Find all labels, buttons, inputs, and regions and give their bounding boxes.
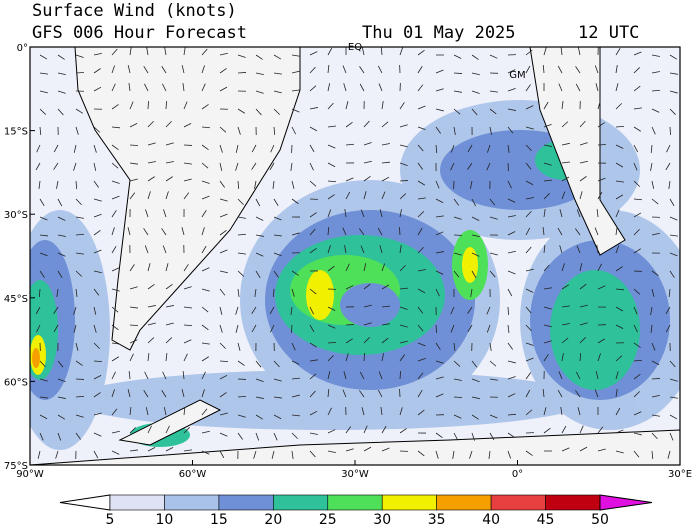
colorbar-label: 35 — [428, 512, 446, 525]
map-marker: EQ — [348, 42, 362, 53]
wind-barb — [76, 72, 84, 73]
colorbar-low — [60, 495, 110, 510]
colorbar-bin — [546, 495, 600, 510]
colorbar-label: 20 — [264, 512, 282, 525]
colorbar: 5 10 15 20 25 30 35 40 45 50 — [60, 495, 652, 525]
lon-label: 30°E — [668, 469, 692, 480]
lon-label: 90°W — [16, 469, 44, 480]
colorbar-bin — [382, 495, 436, 510]
colorbar-bin — [437, 495, 491, 510]
subtitle: GFS 006 Hour Forecast — [32, 23, 247, 43]
colorbar-label: 30 — [373, 512, 391, 525]
wind-barb — [652, 378, 660, 379]
colorbar-bin — [164, 495, 218, 510]
colorbar-bin — [110, 495, 164, 510]
lon-label: 60°W — [179, 469, 207, 480]
map-field — [10, 47, 700, 465]
wind-barb — [508, 307, 509, 315]
wind-barb — [166, 101, 167, 109]
colorbar-bin — [219, 495, 273, 510]
lat-label: 0° — [17, 43, 28, 54]
lat-label: 15°S — [4, 127, 28, 138]
map-marker: GM — [509, 70, 525, 81]
time: 12 UTC — [578, 23, 639, 43]
colorbar-label: 25 — [319, 512, 337, 525]
colorbar-label: 5 — [106, 512, 115, 525]
lon-label: 30°W — [341, 469, 369, 480]
colorbar-label: 50 — [591, 512, 609, 525]
colorbar-label: 45 — [537, 512, 555, 525]
wind-barb — [238, 72, 246, 73]
date: Thu 01 May 2025 — [362, 23, 516, 43]
wind-barb — [454, 73, 462, 74]
colorbar-bin — [273, 495, 327, 510]
lat-label: 45°S — [4, 294, 28, 305]
colorbar-label: 10 — [156, 512, 174, 525]
colorbar-bin — [328, 495, 382, 510]
lat-label: 30°S — [4, 210, 28, 221]
colorbar-label: 15 — [210, 512, 228, 525]
lon-label: 0° — [512, 469, 523, 480]
colorbar-high — [600, 495, 652, 510]
colorbar-label: 40 — [482, 512, 500, 525]
title: Surface Wind (knots) — [32, 1, 237, 21]
colorbar-bin — [491, 495, 545, 510]
lat-label: 60°S — [4, 377, 28, 388]
wind-barb — [148, 101, 149, 109]
wind-barb — [400, 180, 408, 181]
